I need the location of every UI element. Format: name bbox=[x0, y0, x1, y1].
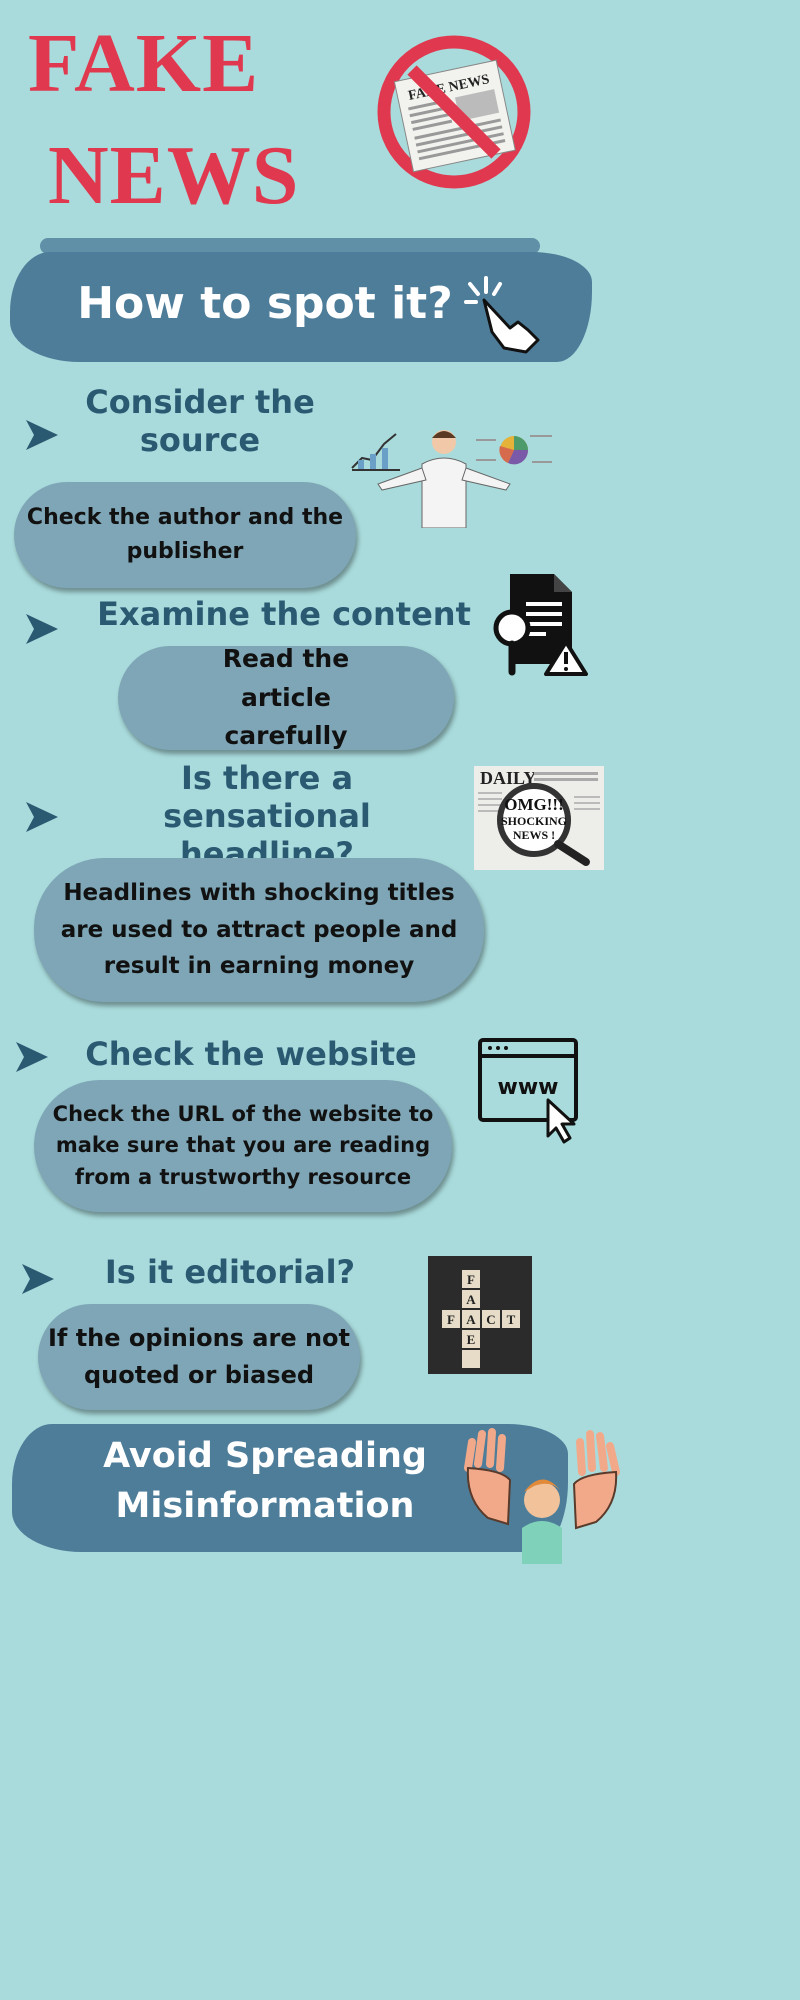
news-text: NEWS ! bbox=[513, 828, 555, 842]
footer-text-line1: Avoid Spreading bbox=[103, 1436, 427, 1476]
chevron-right-icon bbox=[26, 420, 58, 450]
omg-text: OMG!!! bbox=[504, 795, 563, 814]
section-body-source: Check the author and the publisher bbox=[14, 482, 356, 588]
www-text: www bbox=[498, 1075, 559, 1100]
fake-tile-letter: E bbox=[467, 1332, 476, 1347]
fact-tile-letter: F bbox=[447, 1312, 455, 1327]
fact-tile-letter: T bbox=[507, 1312, 516, 1327]
shocking-news-headline-image: DAILY OMG!!! SHOCKING NEWS ! bbox=[474, 766, 604, 870]
footer-text-line2: Misinformation bbox=[115, 1486, 415, 1526]
banner-text: How to spot it? bbox=[77, 278, 453, 329]
section-body-editorial: If the opinions are not quoted or biased bbox=[38, 1304, 360, 1410]
chevron-right-icon bbox=[22, 1264, 54, 1294]
fact-tile-letter: A bbox=[466, 1312, 476, 1327]
section-heading-editorial: Is it editorial? bbox=[104, 1253, 356, 1291]
section-heading-source: Consider the source bbox=[85, 383, 315, 459]
document-search-icon bbox=[493, 574, 588, 676]
section-heading-content: Examine the content bbox=[97, 595, 471, 633]
section-heading-headline: Is there a sensational headline? bbox=[163, 759, 371, 873]
section-body-website: Check the URL of the website to make sur… bbox=[34, 1080, 452, 1212]
title-fake: FAKE bbox=[28, 17, 260, 110]
chevron-right-icon bbox=[26, 614, 58, 644]
shocking-text: SHOCKING bbox=[501, 814, 567, 828]
how-to-banner bbox=[10, 252, 592, 362]
chevron-right-icon bbox=[16, 1042, 48, 1072]
chevron-right-icon bbox=[26, 802, 58, 832]
section-heading-website: Check the website bbox=[85, 1035, 417, 1073]
section-body-content: Read the article carefully bbox=[118, 644, 454, 750]
fake-tile-letter: F bbox=[467, 1272, 475, 1287]
no-fake-news-icon: FAKE NEWS bbox=[377, 35, 531, 189]
www-browser-icon: www bbox=[478, 1038, 578, 1144]
masthead-text: DAILY bbox=[480, 768, 536, 788]
section-body-headline: Headlines with shocking titles are used … bbox=[34, 858, 484, 1002]
pointer-hand-icon bbox=[464, 276, 540, 354]
title-news: NEWS bbox=[48, 129, 300, 222]
fact-tile-letter: C bbox=[486, 1312, 495, 1327]
fake-tile-letter: A bbox=[466, 1292, 476, 1307]
stop-hands-person-illustration bbox=[464, 1428, 620, 1564]
data-analyst-illustration bbox=[351, 430, 552, 528]
